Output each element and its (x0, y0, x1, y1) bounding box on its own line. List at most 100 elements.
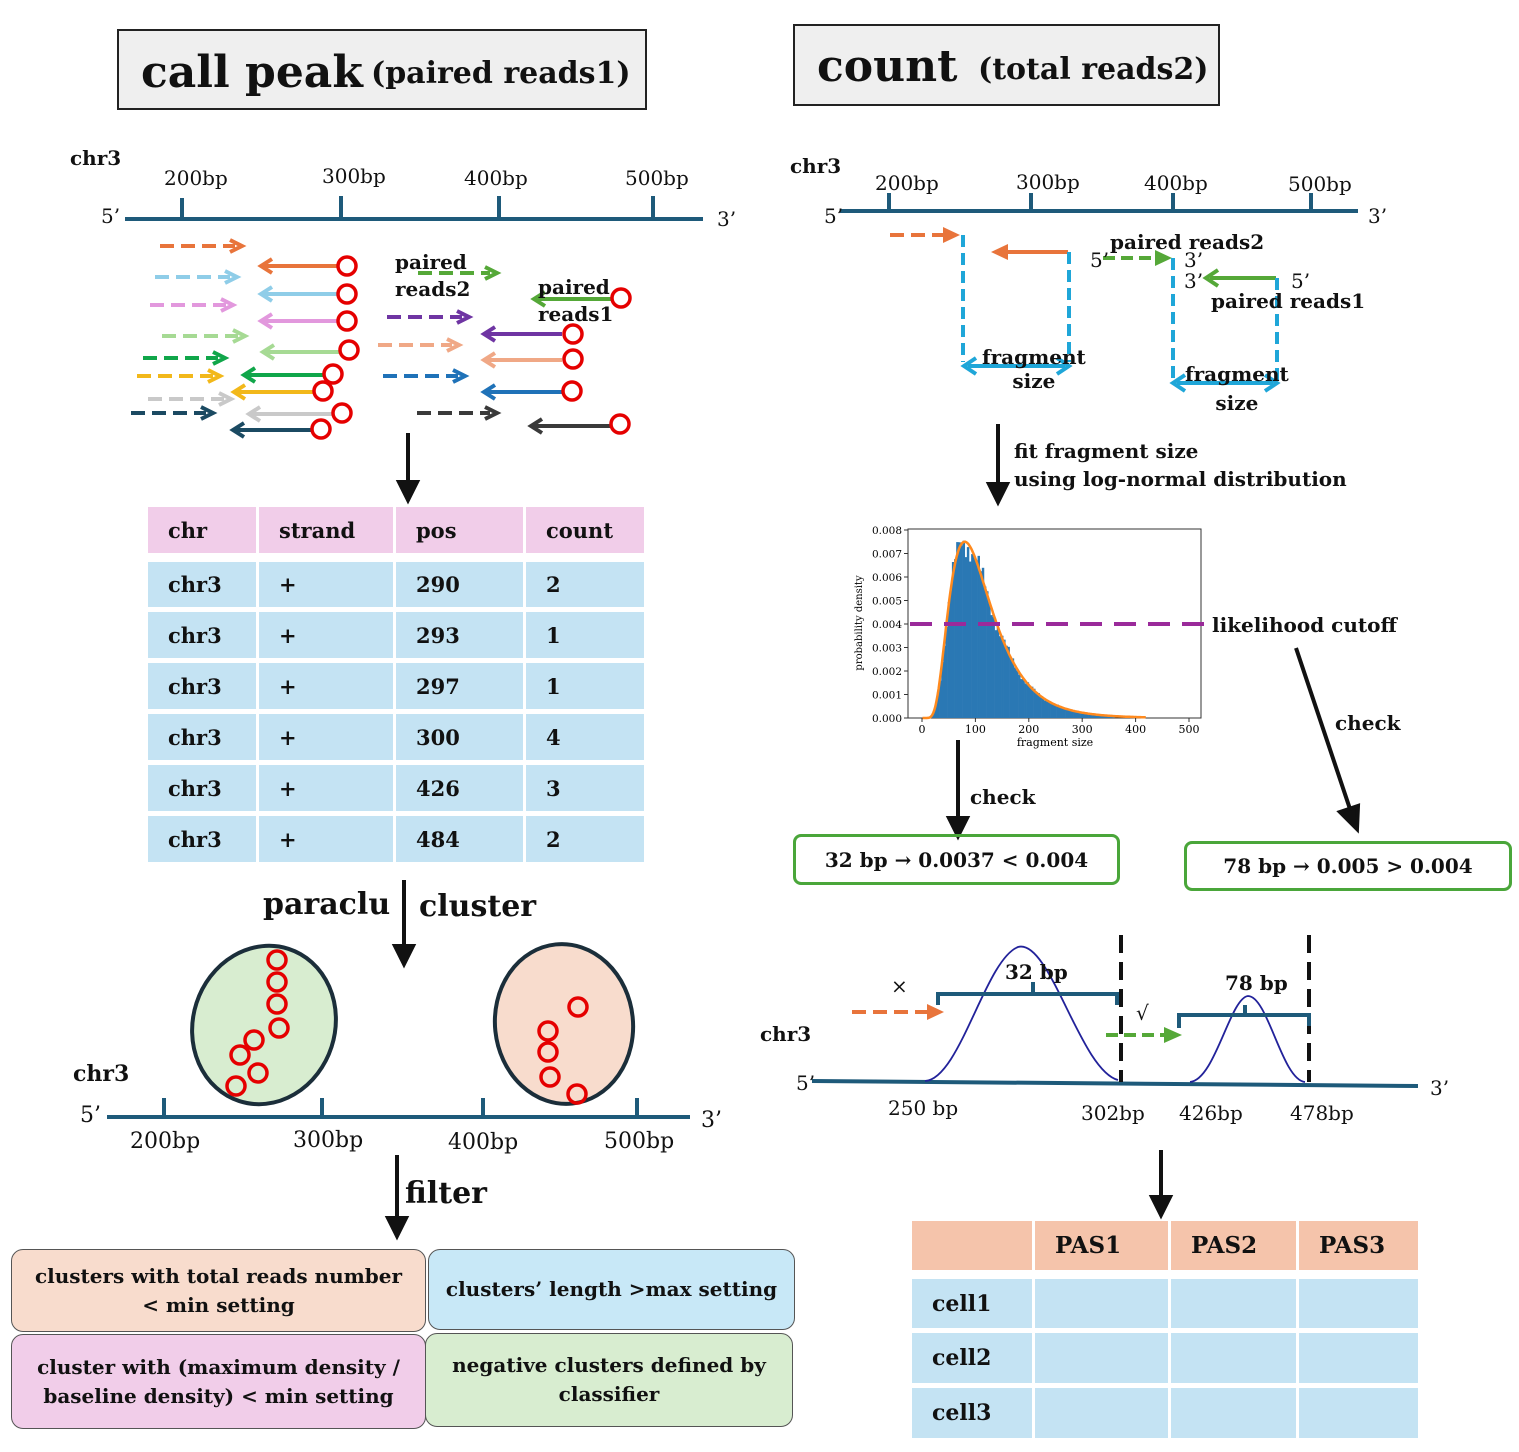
left-bottom-axis (107, 1098, 690, 1119)
histogram-bar (945, 626, 948, 718)
histogram-bar (1052, 703, 1055, 718)
histogram-bar (1003, 639, 1006, 718)
left-bottom-end5: 5’ (80, 1103, 101, 1128)
table-cell: chr3 (148, 714, 256, 760)
histogram-bar (1073, 711, 1077, 718)
right-bottom-chrom: chr3 (760, 1022, 812, 1046)
histogram-bar (1005, 645, 1008, 718)
y-tick-label: 0.001 (872, 690, 902, 702)
count-cell (1299, 1279, 1418, 1328)
count-row-label: cell1 (912, 1279, 1032, 1328)
histogram-bar (1056, 704, 1060, 718)
left-top-tick-400: 400bp (464, 166, 528, 190)
lognormal-fit-curve (922, 540, 1146, 720)
right-top-chrom: chr3 (790, 154, 842, 178)
table-cell: chr3 (148, 562, 256, 607)
count-subtitle: (total reads2) (978, 52, 1209, 87)
table-header-pos: pos (396, 507, 523, 553)
left-flow-arrows (384, 433, 421, 1241)
table-cell: 297 (396, 663, 523, 709)
histogram-bar (1077, 711, 1081, 718)
histogram-bar (1101, 715, 1104, 718)
count-cell (1299, 1388, 1418, 1438)
table-cell: + (259, 612, 393, 658)
histogram-bar (981, 567, 985, 718)
histogram-bar (994, 630, 998, 718)
histogram-bar (1037, 692, 1040, 718)
histogram-bar (960, 545, 963, 718)
left-top-tick-500: 500bp (625, 166, 689, 190)
histogram-bar (1058, 706, 1062, 718)
left-bottom-tick-400: 400bp (448, 1130, 519, 1155)
table-cell: 426 (396, 765, 523, 811)
table-cell: chr3 (148, 612, 256, 658)
fragment-size-histogram: 0 100 200 300 400 500 0.000 0.001 0.002 0.003 0.00… (854, 525, 1216, 749)
histogram-bar (1092, 714, 1096, 718)
call-peak-title: call peak (141, 47, 363, 98)
fragment-size-label-1: fragment size (982, 345, 1086, 393)
p1-5prime: 5’ (1291, 269, 1311, 293)
pos-302: 302bp (1081, 1101, 1145, 1125)
y-tick-label: 0.005 (872, 596, 902, 608)
histogram-bar (1050, 703, 1053, 718)
histogram-bar (1045, 701, 1049, 718)
left-bottom-end3: 3’ (701, 1108, 722, 1133)
left-top-tick-300: 300bp (322, 164, 386, 188)
y-tick-label: 0.000 (872, 713, 902, 725)
histogram-bar (983, 586, 987, 718)
y-tick-label: 0.008 (872, 525, 902, 537)
histogram-y-label: probability density (854, 575, 865, 671)
peak-curve-2 (1189, 995, 1306, 1083)
check-box-32bp: 32 bp → 0.0037 < 0.004 (793, 834, 1120, 885)
histogram-bar (934, 704, 938, 718)
y-tick-label: 0.004 (872, 619, 902, 631)
y-tick-label: 0.007 (872, 549, 902, 561)
histogram-bar (1022, 678, 1025, 718)
count-title-box: count (total reads2) (793, 24, 1220, 106)
left-clusters (190, 942, 636, 1107)
peak-curve-1 (924, 946, 1119, 1082)
histogram-bar (968, 561, 972, 718)
count-cell (1171, 1333, 1296, 1383)
x-tick-label: 400 (1125, 723, 1146, 736)
left-bottom-tick-200: 200bp (130, 1129, 201, 1154)
count-cell (1035, 1279, 1168, 1328)
reject-mark: × (891, 974, 908, 998)
right-top-end3: 3’ (1368, 204, 1388, 228)
histogram-x-label: fragment size (1017, 736, 1093, 749)
histogram-bar (979, 571, 983, 718)
histogram-bar (1099, 715, 1102, 718)
table-cell: 293 (396, 612, 523, 658)
histogram-bar (1020, 679, 1023, 718)
table-cell: + (259, 663, 393, 709)
filter-density-ratio: cluster with (maximum density / baseline… (11, 1334, 426, 1429)
right-top-end5: 5’ (824, 204, 844, 228)
histogram-bar (1088, 713, 1092, 718)
histogram-bar (1086, 713, 1089, 718)
histogram-bar (1007, 646, 1010, 718)
histogram-bar (1043, 700, 1047, 718)
histogram-bar (1013, 667, 1017, 718)
histogram-bar (1067, 709, 1070, 718)
x-tick-label: 200 (1018, 723, 1039, 736)
count-header-pas1: PAS1 (1035, 1221, 1168, 1270)
histogram-bar (1024, 683, 1027, 718)
left-read-end-circles (310, 255, 632, 440)
right-bottom-end3: 3’ (1430, 1076, 1450, 1100)
table-cell: chr3 (148, 816, 256, 862)
histogram-bar (958, 542, 961, 718)
p2-3prime: 3’ (1184, 248, 1204, 272)
table-cell: chr3 (148, 663, 256, 709)
call-peak-title-box: call peak (paired reads1) (117, 29, 647, 110)
pos-426: 426bp (1179, 1101, 1243, 1125)
histogram-bar (939, 680, 942, 718)
histogram-bar (1084, 713, 1087, 718)
histogram-bar (1018, 674, 1021, 718)
left-bottom-tick-300: 300bp (293, 1128, 364, 1153)
histogram-ticks: 0 100 200 300 400 500 0.000 0.001 0.002 0.003 0.00… (872, 525, 1200, 736)
filter-label: filter (405, 1176, 487, 1211)
histogram-bar (1009, 657, 1013, 718)
histogram-bar (973, 557, 976, 718)
check-box-78bp: 78 bp → 0.005 > 0.004 (1184, 841, 1512, 891)
table-cell: chr3 (148, 765, 256, 811)
